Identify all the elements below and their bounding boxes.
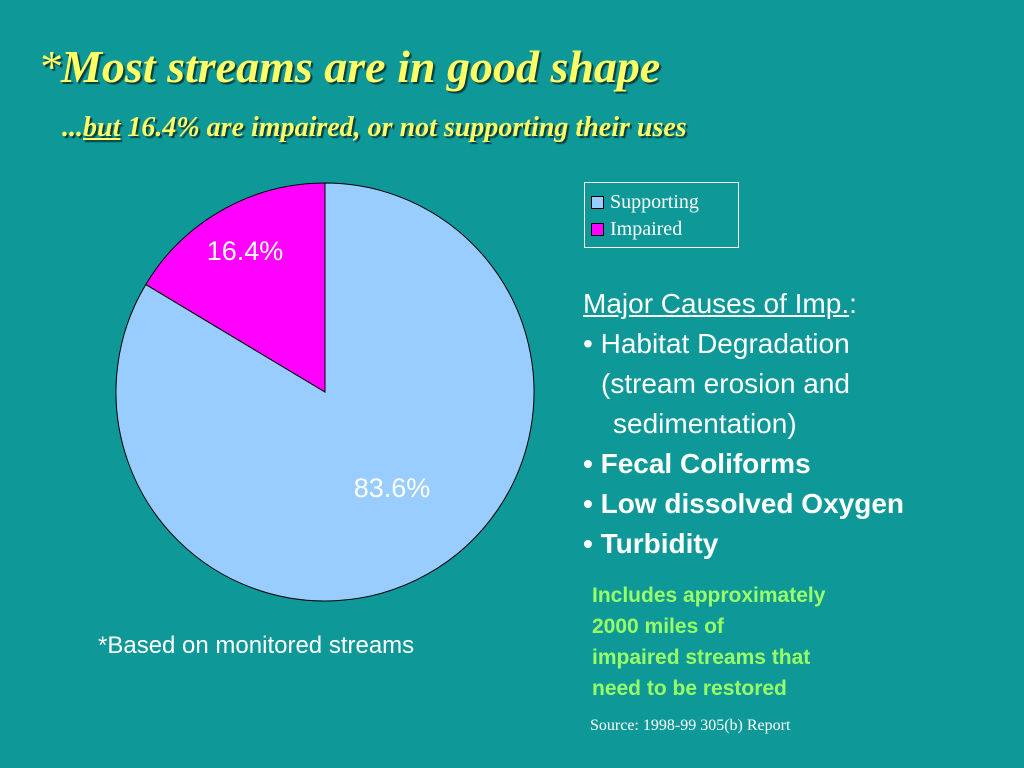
cause-low-dissolved-oxygen: • Low dissolved Oxygen	[583, 484, 904, 524]
legend-label-impaired: Impaired	[610, 218, 683, 240]
legend-label-supporting: Supporting	[610, 191, 699, 213]
causes-list: Major Causes of Imp.: • Habitat Degradat…	[583, 284, 904, 564]
cause-detail-line1: (stream erosion and	[601, 368, 851, 399]
bullet: •	[583, 328, 593, 359]
legend-item-impaired: Impaired	[591, 216, 738, 243]
cause-fecal-coliforms: • Fecal Coliforms	[583, 444, 904, 484]
title-text: Most streams are in good shape	[61, 41, 661, 92]
note-line: Includes approximately	[592, 584, 826, 607]
legend-item-supporting: Supporting	[591, 189, 738, 216]
subtitle-prefix: ...	[62, 112, 83, 143]
bullet: •	[583, 528, 593, 559]
subtitle-but: but	[83, 112, 121, 143]
note-line: impaired streams that	[592, 646, 811, 669]
causes-heading-colon: :	[849, 288, 857, 319]
slide-title: *Most streams are in good shape	[38, 44, 660, 90]
note-line: 2000 miles of	[592, 615, 724, 638]
bullet: •	[583, 488, 593, 519]
source-citation: Source: 1998-99 305(b) Report	[590, 717, 791, 734]
title-asterisk: *	[38, 41, 61, 92]
legend-swatch-impaired	[591, 223, 604, 236]
slide-subtitle: ...but 16.4% are impaired, or not suppor…	[62, 114, 687, 142]
cause-turbidity: • Turbidity	[583, 524, 904, 564]
cause-label: Turbidity	[600, 528, 719, 559]
pie-chart: 83.6% 16.4%	[115, 182, 535, 602]
chart-legend: Supporting Impaired	[584, 182, 739, 248]
footnote: *Based on monitored streams	[98, 632, 415, 659]
cause-label: Fecal Coliforms	[600, 448, 811, 479]
cause-label: Low dissolved Oxygen	[600, 488, 904, 519]
subtitle-rest: 16.4% are impaired, or not supporting th…	[120, 112, 687, 143]
note-line: need to be restored	[592, 677, 787, 700]
cause-label: Habitat Degradation	[600, 328, 850, 359]
pie-label-impaired: 16.4%	[207, 236, 284, 266]
cause-detail-line2: sedimentation)	[613, 408, 797, 439]
causes-heading: Major Causes of Imp.:	[583, 284, 904, 324]
legend-swatch-supporting	[591, 196, 604, 209]
impaired-miles-note: Includes approximately 2000 miles of imp…	[592, 580, 825, 704]
pie-slice-impaired	[145, 182, 326, 393]
causes-heading-text: Major Causes of Imp.	[583, 288, 850, 319]
bullet: •	[583, 448, 593, 479]
pie-label-supporting: 83.6%	[354, 473, 431, 503]
cause-habitat-degradation: • Habitat Degradation (stream erosion an…	[583, 324, 904, 444]
